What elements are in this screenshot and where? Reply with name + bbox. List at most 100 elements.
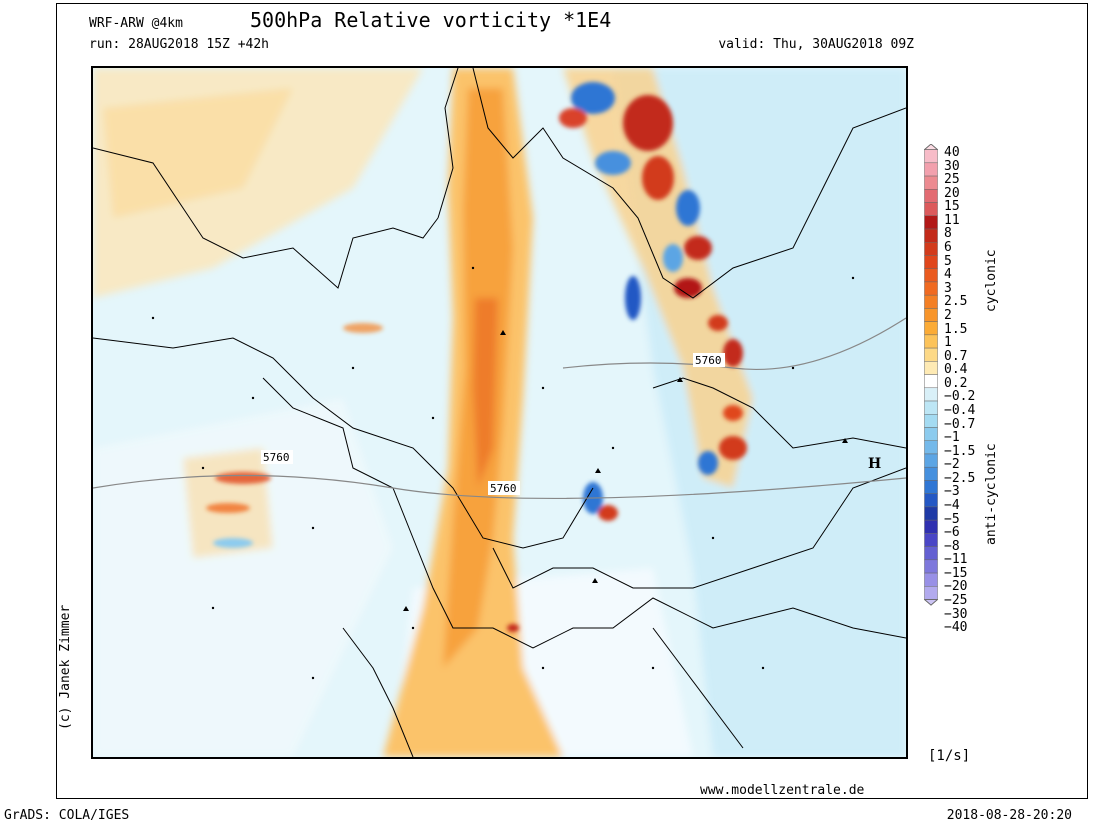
legend-level-label: 0.2 (944, 375, 968, 391)
map-canvas: 5760 5760 5760 H (93, 68, 906, 757)
legend-swatch (924, 281, 938, 296)
website-label: www.modellzentrale.de (700, 783, 865, 798)
legend-swatch (924, 493, 938, 508)
legend-arrow-top (924, 144, 938, 151)
copyright-label: (c) Janek Zimmer (58, 604, 73, 730)
legend-arrow-bottom (924, 599, 938, 606)
legend-level-label: 8 (944, 226, 952, 242)
legend-level-label: 40 (944, 145, 960, 160)
legend-level-label: −0.2 (944, 389, 976, 405)
legend-swatch (924, 400, 938, 415)
legend-level-label: −20 (944, 579, 968, 595)
legend-level-label: 6 (944, 240, 952, 256)
legend-swatch (924, 228, 938, 243)
legend-level-label: −25 (944, 593, 968, 609)
geopotential-contour-5760 (93, 474, 906, 499)
legend-level-label: 3 (944, 280, 952, 296)
legend-level-label: 5 (944, 253, 952, 269)
legend-swatch (924, 255, 938, 269)
legend-swatch (924, 347, 938, 362)
legend-swatch (924, 162, 938, 177)
legend-swatch (924, 586, 938, 600)
legend-swatch (924, 361, 938, 375)
timestamp-label: 2018-08-28-20:20 (946, 808, 1072, 823)
legend-level-label: 25 (944, 172, 960, 188)
legend-swatch (924, 374, 938, 389)
contour-label-box-3 (693, 353, 725, 367)
legend-swatch (924, 294, 938, 309)
legend-level-label: −11 (944, 552, 968, 568)
legend-level-label: −3 (944, 484, 960, 500)
cyclonic-label: cyclonic (984, 249, 999, 312)
anticyclonic-label: anti-cyclonic (984, 443, 999, 545)
legend-level-label: 1.5 (944, 321, 968, 337)
legend-level-label: 11 (944, 212, 960, 228)
legend-bar (924, 144, 938, 606)
chart-title: 500hPa Relative vorticity *1E4 (250, 8, 612, 32)
legend-level-label: −1 (944, 430, 960, 446)
legend-swatch (924, 519, 938, 534)
vorticity-cells (206, 82, 747, 632)
figure-frame (56, 3, 1088, 799)
high-pressure-marker: H (868, 456, 881, 472)
legend-swatch (924, 466, 938, 481)
legend-swatch (924, 321, 938, 336)
legend-swatch (924, 572, 938, 587)
legend-swatch (924, 268, 938, 283)
legend-swatch (924, 334, 938, 349)
legend-swatch (924, 559, 938, 574)
vorticity-map: 5760 5760 5760 H (91, 66, 908, 759)
model-label: WRF-ARW @4km (89, 16, 183, 31)
legend-level-label: −6 (944, 525, 960, 541)
legend-level-label: −1.5 (944, 443, 976, 459)
legend-swatch (924, 202, 938, 216)
peak-markers (403, 330, 848, 611)
legend-swatch (924, 546, 938, 561)
legend-swatch (924, 241, 938, 256)
legend-swatch (924, 387, 938, 402)
run-label: run: 28AUG2018 15Z +42h (89, 37, 270, 52)
legend-level-label: −15 (944, 565, 968, 581)
legend-level-label: −30 (944, 606, 968, 622)
legend-level-label: 20 (944, 185, 960, 201)
legend-level-label: −2 (944, 457, 960, 473)
legend-level-label: 2 (944, 307, 952, 323)
legend-swatch (924, 440, 938, 455)
legend-level-label: −0.4 (944, 402, 976, 418)
legend-level-label: 15 (944, 199, 960, 215)
legend-level-label: −5 (944, 511, 960, 527)
geopotential-contour-5760-east (562, 317, 906, 371)
legend-level-label: −40 (944, 620, 968, 636)
legend-level-label: −4 (944, 498, 960, 514)
legend-level-label: 1 (944, 335, 952, 351)
contour-label-box-1 (261, 450, 293, 464)
legend-swatch (924, 215, 938, 230)
legend-swatch (924, 533, 938, 547)
legend-level-label: 2.5 (944, 294, 968, 310)
legend-swatch (924, 189, 938, 203)
legend-swatch (924, 480, 938, 494)
legend-level-label: −0.7 (944, 416, 976, 432)
legend-level-label: 30 (944, 158, 960, 174)
legend-swatch (924, 308, 938, 322)
legend-unit: [1/s] (928, 748, 971, 764)
contour-label-3: 5760 (695, 354, 722, 367)
legend-swatch (924, 506, 938, 521)
contour-label-1: 5760 (263, 451, 290, 464)
software-label: GrADS: COLA/IGES (4, 808, 130, 823)
legend-swatch (924, 427, 938, 441)
legend-swatch (924, 414, 938, 428)
contour-label-2: 5760 (490, 482, 517, 495)
legend-level-label: −8 (944, 538, 960, 554)
valid-time-label: valid: Thu, 30AUG2018 09Z (718, 37, 914, 52)
legend-swatch (924, 453, 938, 468)
legend-swatch (924, 149, 938, 164)
city-markers (151, 266, 855, 680)
legend-swatch (924, 175, 938, 190)
legend-level-label: −2.5 (944, 470, 976, 486)
contour-label-box-2 (488, 481, 520, 495)
legend-level-label: 4 (944, 267, 952, 283)
legend-level-label: 0.7 (944, 348, 968, 364)
coastlines (93, 68, 906, 757)
legend-level-label: 0.4 (944, 362, 968, 378)
